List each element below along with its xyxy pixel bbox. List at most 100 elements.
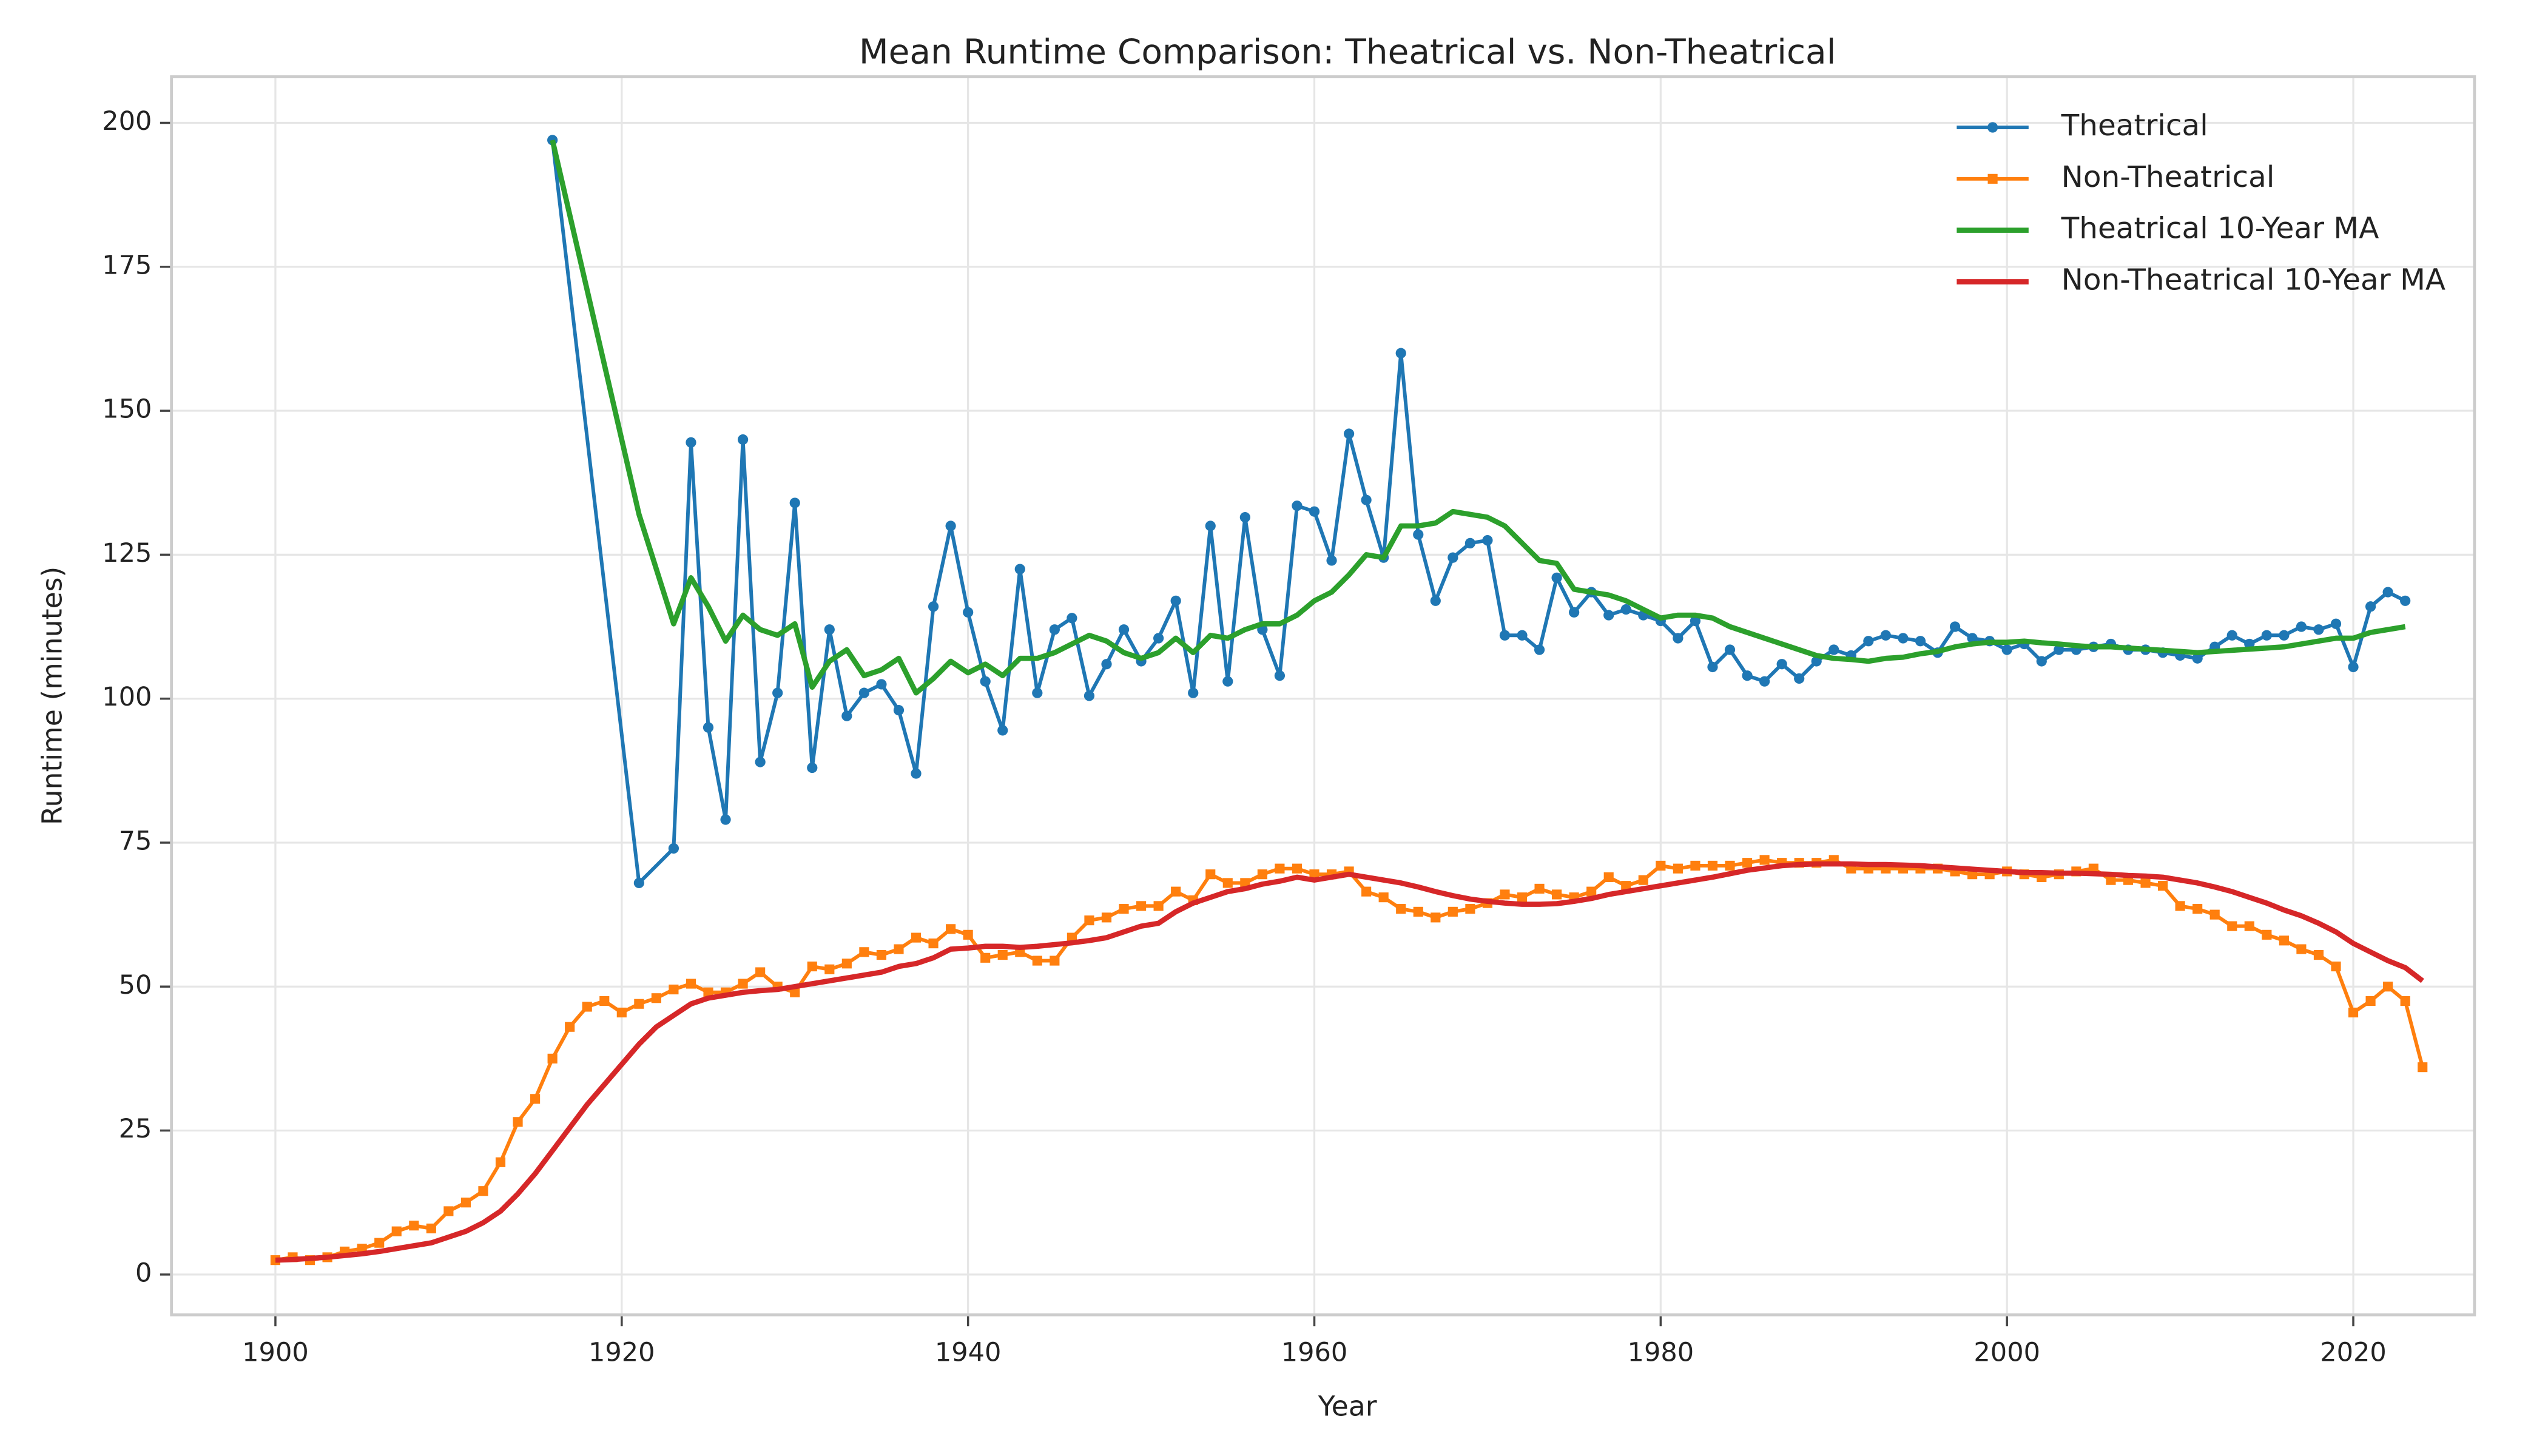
data-point [530,1094,541,1104]
data-point [1707,661,1718,673]
legend-label: Theatrical 10-Year MA [2061,212,2379,246]
data-point [2383,982,2393,992]
data-point [2331,961,2341,972]
data-point [2001,644,2012,655]
data-point [1274,670,1286,681]
data-point [859,947,869,957]
data-point [1257,869,1267,880]
y-tick-label: 25 [119,1114,152,1144]
data-point [1551,572,1562,583]
data-point [2262,929,2272,940]
data-point [1430,595,1441,606]
data-point [616,1007,627,1018]
data-point [1119,904,1129,914]
data-point [2088,863,2098,874]
data-point [1534,883,1545,894]
data-point [1725,860,1735,871]
data-point [1032,956,1042,966]
data-point [2382,587,2393,598]
data-point [2400,595,2411,606]
data-point [2313,949,2324,960]
data-point [1084,690,1095,701]
data-point [2330,618,2342,629]
data-point [1014,564,1025,575]
data-point [824,624,835,635]
data-point [2244,921,2254,931]
data-point [1448,552,1458,563]
x-tick-label: 2020 [2320,1337,2387,1367]
data-point [1275,863,1285,874]
data-point [703,987,713,997]
legend-label: Non-Theatrical 10-Year MA [2061,263,2445,297]
data-point [1361,494,1372,505]
data-point [703,722,714,733]
data-point [478,1186,488,1196]
data-point [668,843,679,854]
data-point [1118,624,1130,635]
data-point [755,967,766,977]
data-point [2036,656,2047,667]
data-point [2400,996,2410,1006]
data-point [2348,1007,2359,1018]
data-point [997,725,1008,736]
data-point [1759,855,1770,865]
data-point [1517,630,1528,641]
data-point [720,814,731,825]
data-point [980,676,991,687]
data-point [2261,630,2272,641]
y-axis-label: Runtime (minutes) [36,567,68,826]
y-tick-label: 0 [135,1258,152,1288]
data-point [1153,633,1164,644]
data-point [391,1226,402,1236]
plot-frame [170,75,2476,1316]
data-point [789,497,800,508]
data-point [790,987,800,997]
legend-marker [1987,174,1998,184]
data-point [1742,670,1753,681]
data-point [911,768,922,779]
data-point [1500,889,1510,900]
data-point [1811,656,1822,667]
data-point [1690,615,1701,627]
data-point [1413,906,1423,917]
data-point [1603,872,1614,882]
data-point [633,877,644,889]
data-point [2140,878,2151,888]
data-point [1049,624,1060,635]
data-point [686,979,696,989]
data-point [841,710,852,721]
data-point [460,1198,471,1208]
series-line [275,861,2424,1263]
data-point [1309,869,1320,880]
data-point [1638,875,1648,885]
data-point [1621,881,1631,891]
data-point [374,1238,385,1248]
data-point [1880,630,1892,641]
data-point [1395,348,1406,359]
data-point [841,959,852,969]
data-point [1724,644,1736,655]
data-point [738,979,748,989]
chart-title: Mean Runtime Comparison: Theatrical vs. … [859,32,1836,72]
data-point [443,1206,454,1216]
data-point [1239,512,1250,523]
data-point [409,1221,419,1231]
data-point [2209,909,2220,920]
legend-label: Theatrical [2061,109,2208,143]
data-point [1465,904,1475,914]
data-point [2296,621,2307,632]
data-point [1673,633,1684,644]
data-point [1032,687,1043,698]
data-point [1949,621,1961,632]
data-point [963,607,974,618]
x-tick-label: 1900 [242,1337,309,1367]
data-point [1603,610,1614,621]
data-point [911,932,922,943]
data-point [1136,901,1147,911]
data-point [686,437,696,448]
y-tick-label: 175 [102,250,152,280]
data-point [824,964,835,974]
data-point [1620,604,1631,615]
data-point [2365,996,2376,1006]
data-point [997,949,1008,960]
